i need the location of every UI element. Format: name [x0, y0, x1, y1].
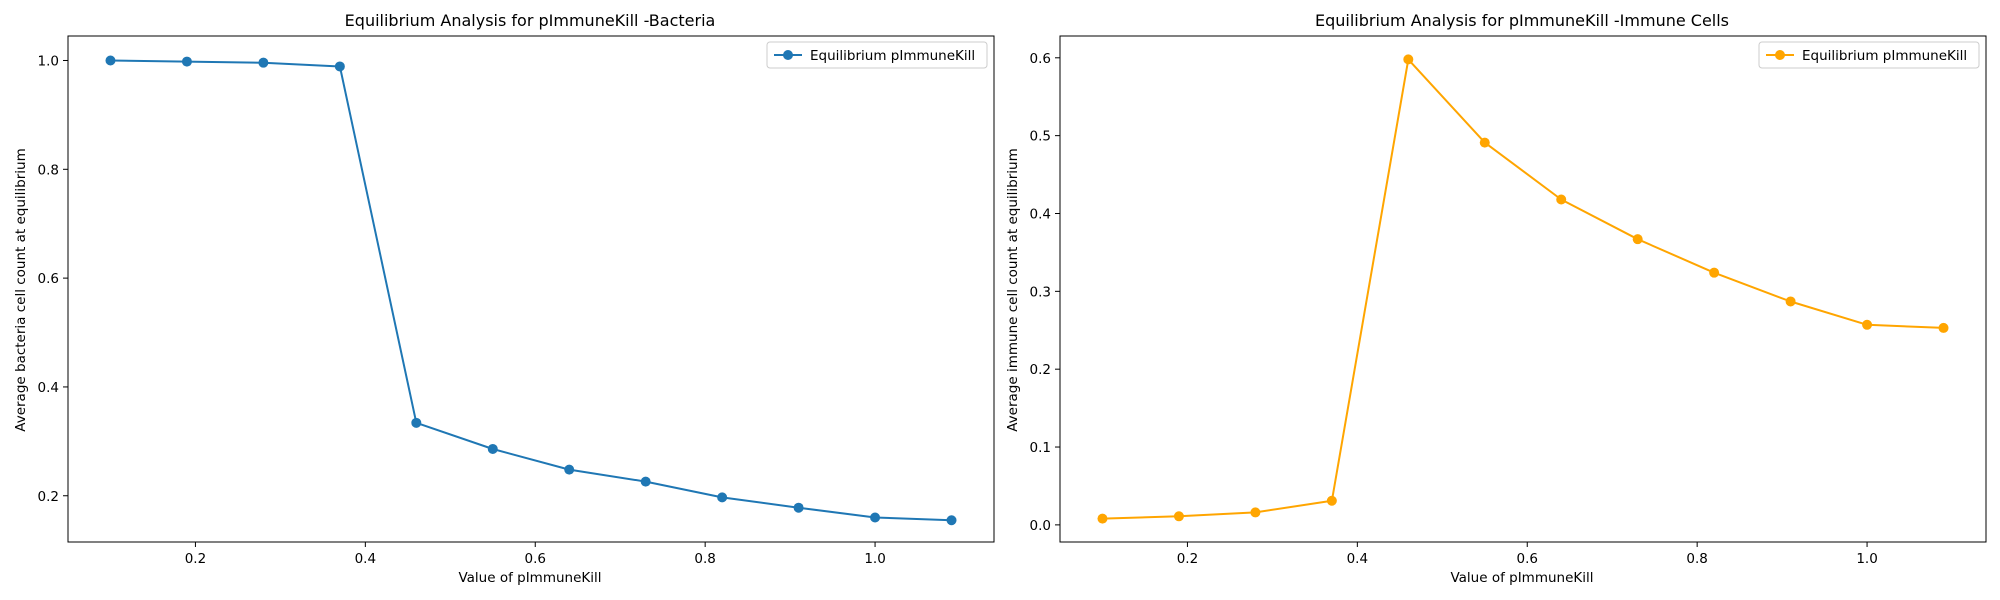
bacteria-x-axis-label: Value of pImmuneKill [458, 570, 601, 586]
immune-chart-title: Equilibrium Analysis for pImmuneKill -Im… [1315, 11, 1729, 30]
immune-data-point [1709, 267, 1720, 278]
bacteria-data-point [946, 515, 957, 526]
immune-y-tick-label: 0.3 [1030, 284, 1051, 300]
immune-data-point [1250, 507, 1261, 518]
immune-series-layer [1097, 54, 1949, 524]
bacteria-y-axis-label: Average bacteria cell count at equilibri… [13, 148, 29, 431]
bacteria-y-tick-label: 0.6 [38, 271, 59, 287]
bacteria-data-point [105, 55, 116, 66]
immune-y-tick-label: 0.2 [1030, 362, 1051, 378]
immune-data-point [1097, 513, 1108, 524]
bacteria-x-tick-label: 1.0 [864, 551, 885, 567]
immune-y-tick-label: 0.4 [1030, 206, 1051, 222]
immune-x-tick-label: 0.6 [1517, 551, 1538, 567]
immune-axes-frame [1059, 35, 1987, 543]
bacteria-y-tick-label: 0.8 [38, 162, 59, 178]
bacteria-y-tick-label: 0.4 [38, 380, 59, 396]
bacteria-legend-marker [783, 50, 793, 60]
bacteria-data-point [793, 502, 804, 513]
bacteria-data-point [181, 56, 192, 67]
immune-data-point [1326, 495, 1337, 506]
bacteria-series-layer [105, 55, 957, 526]
immune-y-tick-label: 0.5 [1030, 129, 1051, 145]
immune-x-tick-label: 1.0 [1856, 551, 1877, 567]
bacteria-y-tick-label: 1.0 [38, 53, 59, 69]
immune-x-axis-label: Value of pImmuneKill [1450, 570, 1593, 586]
immune-data-point [1556, 194, 1567, 205]
immune-x-tick-label: 0.8 [1686, 551, 1707, 567]
immune-data-point [1173, 511, 1184, 522]
bacteria-axis-ticks: 0.2 0.4 0.6 0.8 1.0 0.2 0.4 0.6 0.8 1.0 [38, 53, 886, 567]
bacteria-chart-panel: Equilibrium Analysis for pImmuneKill -Ba… [13, 11, 995, 586]
bacteria-data-point [487, 443, 498, 454]
bacteria-chart-title: Equilibrium Analysis for pImmuneKill -Ba… [345, 11, 716, 30]
immune-series-line [1102, 58, 1944, 520]
immune-data-point [1938, 322, 1949, 333]
bacteria-data-point [258, 57, 269, 68]
immune-data-point [1479, 137, 1490, 148]
immune-legend-marker [1775, 50, 1785, 60]
bacteria-data-point [640, 476, 651, 487]
immune-axis-ticks: 0.2 0.4 0.6 0.8 1.0 0.0 0.1 0.2 0.3 0.4 0.5 0.6 [1030, 51, 1878, 567]
immune-x-tick-label: 0.2 [1177, 551, 1198, 567]
immune-x-tick-label: 0.4 [1347, 551, 1368, 567]
bacteria-data-point [411, 417, 422, 428]
immune-y-tick-label: 0.1 [1030, 440, 1051, 456]
immune-data-point [1862, 319, 1873, 330]
immune-data-point [1785, 296, 1796, 307]
bacteria-x-tick-label: 0.6 [525, 551, 546, 567]
bacteria-axes-frame [67, 35, 995, 543]
bacteria-legend-label: Equilibrium pImmuneKill [810, 48, 975, 64]
immune-legend: Equilibrium pImmuneKill [1758, 41, 1980, 69]
bacteria-x-tick-label: 0.4 [355, 551, 376, 567]
bacteria-data-point [717, 492, 728, 503]
immune-legend-label: Equilibrium pImmuneKill [1802, 48, 1967, 64]
bacteria-x-tick-label: 0.2 [185, 551, 206, 567]
immune-chart-panel: Equilibrium Analysis for pImmuneKill -Im… [1005, 11, 1987, 586]
immune-data-point [1632, 234, 1643, 245]
bacteria-data-point [870, 512, 881, 523]
bacteria-data-point [564, 464, 575, 475]
immune-data-point [1403, 54, 1414, 65]
immune-y-tick-label: 0.6 [1030, 51, 1051, 67]
immune-y-axis-label: Average immune cell count at equilibrium [1005, 148, 1021, 432]
bacteria-legend: Equilibrium pImmuneKill [766, 41, 988, 69]
bacteria-legend-box [766, 41, 988, 69]
immune-y-tick-label: 0.0 [1030, 518, 1051, 534]
immune-legend-box [1758, 41, 1980, 69]
bacteria-y-tick-label: 0.2 [38, 489, 59, 505]
bacteria-data-point [334, 61, 345, 72]
bacteria-x-tick-label: 0.8 [694, 551, 715, 567]
bacteria-series-line [110, 59, 952, 522]
